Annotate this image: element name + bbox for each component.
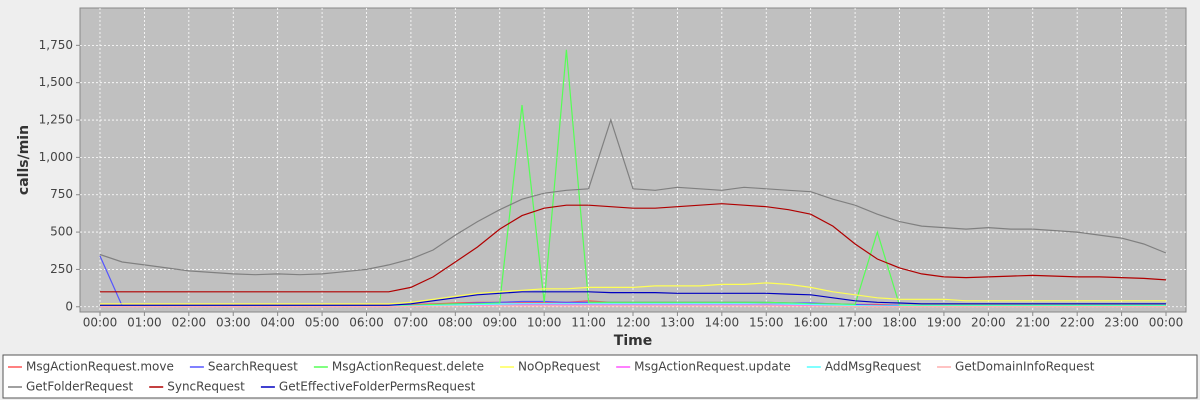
x-tick-label: 05:00 — [305, 316, 340, 330]
x-tick-label: 15:00 — [749, 316, 784, 330]
legend-item: GetEffectiveFolderPermsRequest — [260, 380, 476, 394]
series-line — [99, 118, 1167, 276]
y-tick-label: 1,250 — [39, 113, 73, 127]
x-tick-label: 16:00 — [793, 316, 828, 330]
legend-label: GetDomainInfoRequest — [955, 360, 1095, 374]
legend-label: MsgActionRequest.move — [26, 360, 174, 374]
x-tick-label: 03:00 — [216, 316, 251, 330]
y-tick-label: 0 — [65, 299, 73, 313]
x-tick-label: 17:00 — [838, 316, 873, 330]
x-tick-label: 06:00 — [349, 316, 384, 330]
x-tick-label: 10:00 — [527, 316, 562, 330]
x-tick-label: 21:00 — [1015, 316, 1050, 330]
legend-item: GetFolderRequest — [8, 380, 134, 394]
x-tick-label: 00:00 — [1149, 316, 1184, 330]
x-tick-label: 12:00 — [616, 316, 651, 330]
x-tick-label: 20:00 — [971, 316, 1006, 330]
legend-label: MsgActionRequest.delete — [332, 360, 484, 374]
x-tick-label: 22:00 — [1060, 316, 1095, 330]
legend-item: MsgActionRequest.move — [8, 360, 174, 374]
legend-item: SearchRequest — [189, 360, 298, 374]
legend-label: GetEffectiveFolderPermsRequest — [279, 380, 476, 394]
series-line — [100, 203, 1167, 293]
y-tick-label: 250 — [50, 262, 73, 276]
x-tick-label: 19:00 — [927, 316, 962, 330]
legend-item: NoOpRequest — [500, 360, 600, 374]
legend-label: MsgActionRequest.update — [634, 360, 791, 374]
x-tick-label: 04:00 — [260, 316, 295, 330]
x-tick-label: 00:00 — [83, 316, 118, 330]
series-line — [100, 291, 1166, 306]
y-tick-label: 1,750 — [39, 38, 73, 52]
x-tick-label: 11:00 — [571, 316, 606, 330]
legend-item: AddMsgRequest — [806, 360, 921, 374]
legend-label: NoOpRequest — [518, 360, 600, 374]
x-tick-label: 13:00 — [660, 316, 695, 330]
y-tick-label: 1,000 — [39, 150, 73, 164]
x-tick-label: 18:00 — [882, 316, 917, 330]
x-tick-label: 07:00 — [394, 316, 429, 330]
x-tick-label: 09:00 — [482, 316, 517, 330]
x-axis-title: Time — [614, 333, 652, 349]
legend-item: GetDomainInfoRequest — [937, 360, 1095, 374]
legend-item: SyncRequest — [149, 380, 245, 394]
x-tick-label: 23:00 — [1104, 316, 1139, 330]
y-tick-label: 1,500 — [39, 75, 73, 89]
x-tick-label: 14:00 — [705, 316, 740, 330]
x-tick-label: 08:00 — [438, 316, 473, 330]
legend-label: SearchRequest — [208, 360, 298, 374]
legend-box — [2, 354, 1198, 399]
legend-label: AddMsgRequest — [825, 360, 921, 374]
series-line — [100, 282, 1166, 305]
legend-item: MsgActionRequest.update — [616, 360, 791, 374]
legend-item: MsgActionRequest.delete — [313, 360, 484, 374]
y-tick-label: 750 — [50, 187, 73, 201]
y-tick-label: 500 — [50, 225, 73, 239]
x-tick-label: 01:00 — [127, 316, 162, 330]
legend-label: GetFolderRequest — [26, 380, 134, 394]
legend-label: SyncRequest — [167, 380, 245, 394]
y-axis-title: calls/min — [16, 125, 32, 195]
series-line — [100, 305, 1166, 308]
x-tick-label: 02:00 — [172, 316, 207, 330]
